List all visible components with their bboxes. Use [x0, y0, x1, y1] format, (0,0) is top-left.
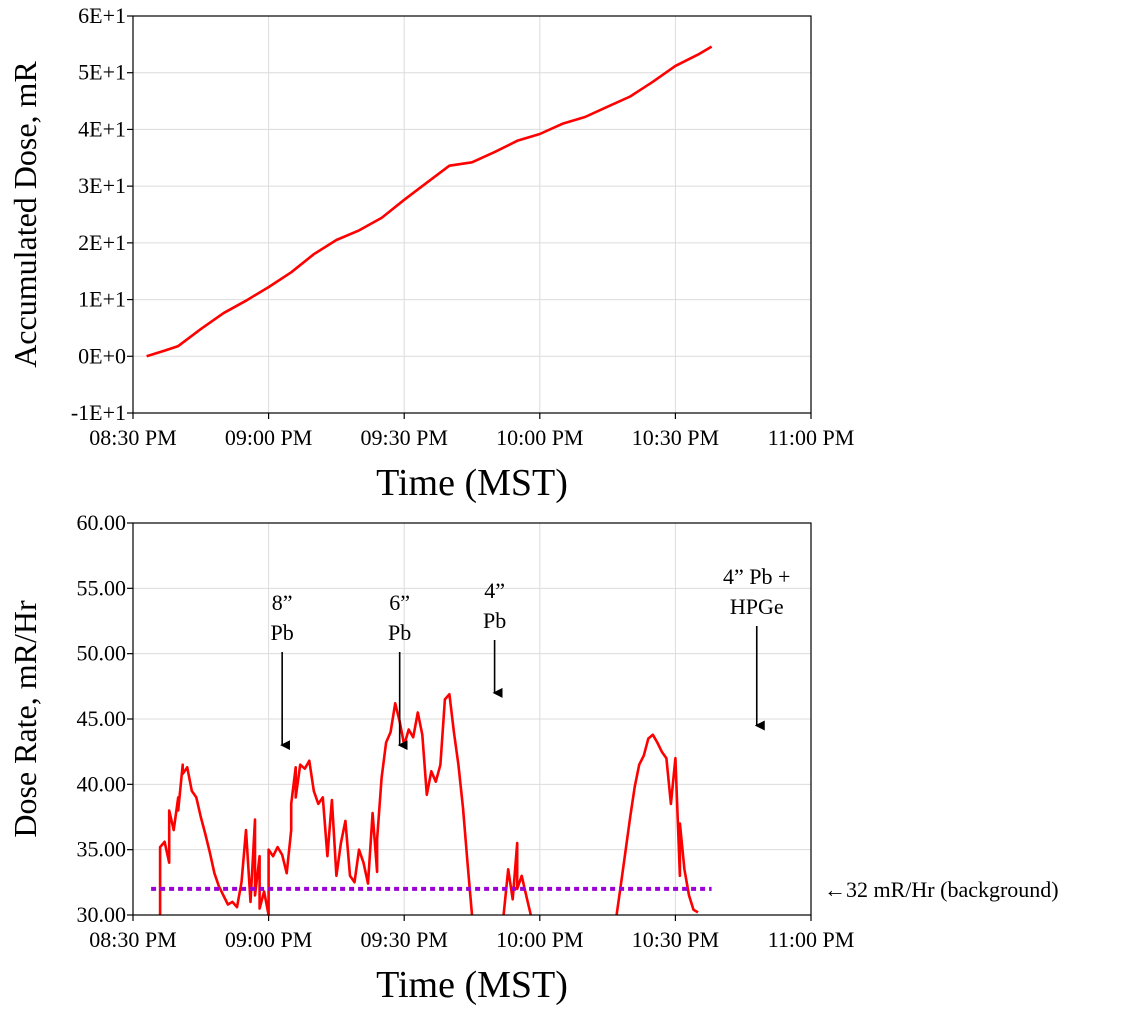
annotation-text: Pb: [388, 620, 411, 645]
plot-frame: [132, 522, 812, 916]
annotation-text: 8”: [272, 590, 293, 615]
y-tick-label: 2E+1: [78, 230, 126, 255]
chart-1: -1E+1 0E+0 1E+1 2E+1 3E+1 4E+1 5E+1 6E+1 08:30 P…: [7, 3, 854, 504]
x-tick-label: 11:00 PM: [768, 927, 855, 952]
x-tick-label: 10:30 PM: [632, 927, 719, 952]
y-tick-label: 6E+1: [78, 3, 126, 28]
annotation-2: 6” Pb: [388, 590, 411, 751]
x-tick-label: 09:30 PM: [360, 927, 447, 952]
annotation-text: Pb: [271, 620, 294, 645]
y-tick-label: 55.00: [77, 575, 127, 600]
x-tick-label: 08:30 PM: [89, 927, 176, 952]
x-axis-title: Time (MST): [376, 964, 568, 1006]
annotation-text: HPGe: [730, 594, 784, 619]
series-line-1: [502, 841, 533, 916]
y-tick-label: 30.00: [77, 902, 127, 927]
y-tick-label: 4E+1: [78, 116, 126, 141]
x-tick-label: 09:00 PM: [225, 425, 312, 450]
series-line-1: [158, 692, 474, 917]
annotation-3: 4” Pb: [483, 578, 506, 698]
y-tick-label: 5E+1: [78, 60, 126, 85]
series-line-1: [615, 733, 699, 916]
y-axis-title: Accumulated Dose, mR: [7, 61, 43, 368]
y-tick-label: 35.00: [77, 837, 127, 862]
y-tick-label: 3E+1: [78, 173, 126, 198]
plot-frame: [132, 15, 812, 414]
x-axis-title: Time (MST): [376, 462, 568, 504]
x-tick-label: 11:00 PM: [768, 425, 855, 450]
x-tick-label: 10:00 PM: [496, 927, 583, 952]
x-tick-label: 08:30 PM: [89, 425, 176, 450]
y-axis-title: Dose Rate, mR/Hr: [7, 600, 43, 838]
y-tick-label: 40.00: [77, 771, 127, 796]
y-tick-label: 60.00: [77, 510, 127, 535]
annotation-text: 6”: [389, 590, 410, 615]
annotation-text: 4” Pb +: [723, 564, 790, 589]
y-tick-label: 1E+1: [78, 287, 126, 312]
x-tick-label: 09:00 PM: [225, 927, 312, 952]
annotation-text: Pb: [483, 608, 506, 633]
y-tick-label: 45.00: [77, 706, 127, 731]
y-tick-label: -1E+1: [71, 400, 126, 425]
y-tick-label: 0E+0: [78, 343, 126, 368]
annotation-1: 8” Pb: [271, 590, 294, 751]
x-tick-label: 09:30 PM: [360, 425, 447, 450]
y-tick-label: 50.00: [77, 641, 127, 666]
annotation-text: 4”: [484, 578, 505, 603]
background-label: ←32 mR/Hr (background): [824, 877, 1059, 902]
series-line-1: [146, 45, 713, 358]
x-tick-label: 10:00 PM: [496, 425, 583, 450]
chart-2: 30.00 35.00 40.00 45.00 50.00 55.00 60.00 08:30…: [7, 510, 1059, 1006]
annotation-4: 4” Pb + HPGe: [723, 564, 790, 731]
x-tick-label: 10:30 PM: [632, 425, 719, 450]
